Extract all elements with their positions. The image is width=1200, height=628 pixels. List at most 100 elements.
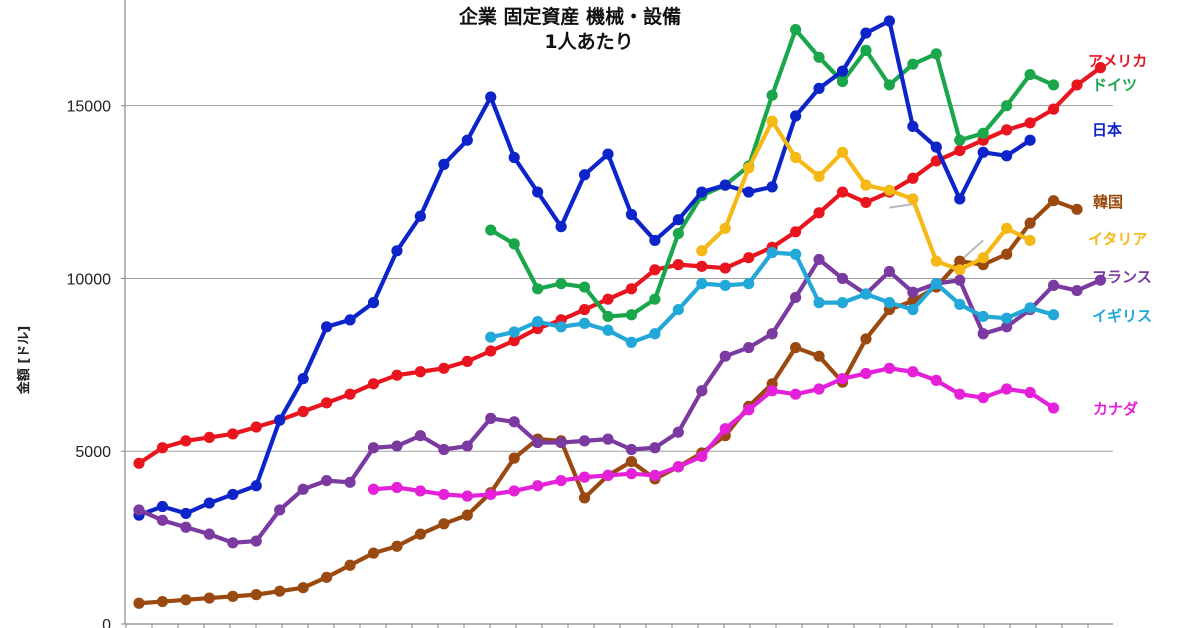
data-point xyxy=(836,146,849,158)
data-point xyxy=(180,507,192,520)
legend-label: ドイツ xyxy=(1092,76,1137,94)
data-point xyxy=(578,281,591,293)
data-point xyxy=(321,397,333,409)
data-point xyxy=(954,388,966,400)
data-point xyxy=(625,283,638,295)
data-point xyxy=(813,82,825,94)
data-point xyxy=(274,414,286,426)
data-point xyxy=(649,293,661,305)
data-point xyxy=(367,442,380,454)
data-point xyxy=(743,252,755,264)
data-point xyxy=(485,224,497,236)
data-point xyxy=(555,474,567,487)
data-point xyxy=(1001,222,1013,234)
data-point xyxy=(227,590,239,602)
data-point xyxy=(203,431,215,443)
data-point xyxy=(508,452,520,464)
data-point xyxy=(743,186,755,198)
data-point xyxy=(1071,203,1083,215)
data-point xyxy=(719,350,731,362)
data-point xyxy=(954,274,966,286)
data-point xyxy=(602,433,614,445)
data-point xyxy=(836,272,849,285)
legend-label: イタリア xyxy=(1088,230,1147,248)
data-point xyxy=(532,283,544,295)
data-point xyxy=(414,485,426,497)
data-point xyxy=(954,264,966,276)
data-point xyxy=(766,385,778,397)
data-point xyxy=(344,314,356,326)
trend-lines xyxy=(889,203,984,262)
data-point xyxy=(930,255,942,267)
data-point xyxy=(578,435,591,447)
y-axis-label: 金額 [ドル] xyxy=(16,326,32,395)
data-point xyxy=(790,291,802,304)
data-point xyxy=(907,193,919,205)
data-point xyxy=(438,158,450,171)
chart-title-line-2: 1人あたり xyxy=(544,31,633,53)
data-point xyxy=(1047,279,1060,291)
data-point xyxy=(508,151,520,164)
data-point xyxy=(578,169,591,181)
series-line xyxy=(488,27,1056,319)
data-point xyxy=(133,457,145,469)
data-point xyxy=(860,44,872,56)
data-point xyxy=(297,405,309,418)
data-point xyxy=(1024,302,1036,314)
data-point xyxy=(1024,234,1036,247)
data-point xyxy=(836,65,849,77)
data-point xyxy=(438,443,450,456)
data-point xyxy=(1001,312,1013,324)
data-point xyxy=(602,310,614,323)
data-point xyxy=(180,594,192,606)
series-2 xyxy=(133,15,1036,521)
data-point xyxy=(649,234,661,247)
data-point xyxy=(461,509,473,521)
data-point xyxy=(1047,195,1060,207)
data-point xyxy=(977,127,989,139)
data-point xyxy=(250,421,262,433)
data-point xyxy=(414,430,426,442)
data-point xyxy=(555,321,567,333)
legend-label: フランス xyxy=(1092,268,1152,286)
data-point xyxy=(883,362,896,374)
data-point xyxy=(766,246,778,259)
data-point xyxy=(649,328,661,340)
data-point xyxy=(790,388,802,400)
data-point xyxy=(766,115,778,127)
data-point xyxy=(461,134,473,146)
data-point xyxy=(907,120,919,132)
data-point xyxy=(1001,124,1013,136)
y-tick-label: 0 xyxy=(102,617,111,628)
data-point xyxy=(1001,248,1013,260)
data-point xyxy=(743,162,755,174)
data-point xyxy=(414,528,426,540)
data-point xyxy=(227,537,239,549)
data-point xyxy=(578,471,591,483)
data-point xyxy=(438,518,450,530)
data-point xyxy=(508,238,520,250)
data-point xyxy=(602,148,614,160)
data-point xyxy=(907,303,919,316)
data-point xyxy=(649,264,661,276)
data-point xyxy=(1001,321,1013,333)
data-point xyxy=(1001,150,1013,162)
data-point xyxy=(227,488,239,501)
data-point xyxy=(250,480,262,492)
data-point xyxy=(977,252,989,264)
data-point xyxy=(836,75,849,88)
data-point xyxy=(766,89,778,101)
data-point xyxy=(602,324,614,336)
data-point xyxy=(836,186,849,198)
data-point xyxy=(508,326,520,338)
data-point xyxy=(133,504,145,516)
data-point xyxy=(672,259,684,271)
data-point xyxy=(555,436,567,449)
data-point xyxy=(625,309,638,321)
data-point xyxy=(790,24,802,36)
data-point xyxy=(133,597,145,609)
data-point xyxy=(883,265,896,278)
series-7 xyxy=(367,362,1060,502)
